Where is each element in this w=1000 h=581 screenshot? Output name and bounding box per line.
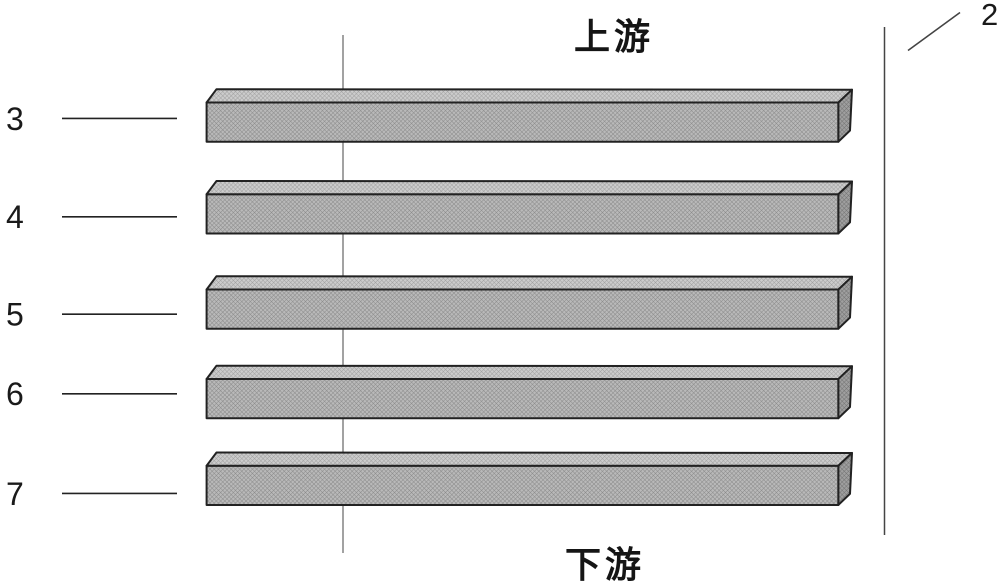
svg-text:5: 5 [6, 297, 24, 333]
svg-text:3: 3 [6, 101, 24, 137]
svg-text:6: 6 [6, 376, 24, 412]
svg-text:4: 4 [6, 199, 24, 235]
svg-text:7: 7 [6, 476, 24, 512]
svg-text:2: 2 [981, 0, 998, 32]
